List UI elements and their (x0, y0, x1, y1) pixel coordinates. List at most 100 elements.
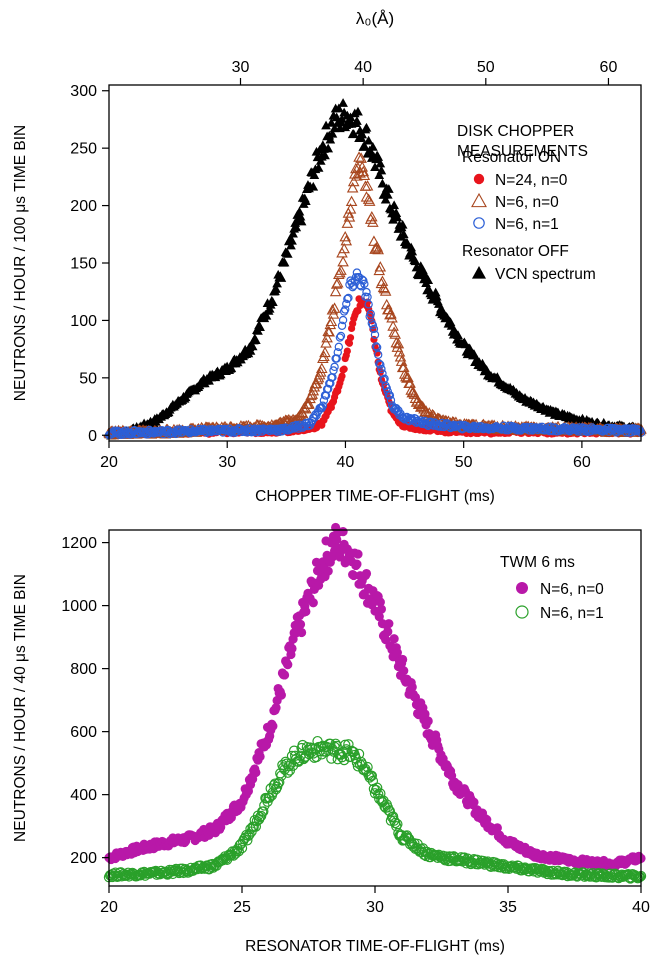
chopper-data-point (389, 200, 400, 210)
legend-group-resonator-on: Resonator ON (462, 149, 561, 166)
y-tick-label: 400 (70, 787, 97, 804)
chopper-data-point (386, 312, 398, 323)
chopper-data-point (385, 391, 395, 400)
x-tick-label: 25 (233, 899, 251, 916)
chopper-data-point (312, 411, 321, 420)
chopper-data-point (245, 345, 256, 355)
chopper-data-point (338, 242, 350, 254)
chopper-data-point (344, 203, 357, 214)
chopper-data-point (337, 321, 347, 330)
chopper-data-point (352, 116, 362, 125)
chopper-data-point (333, 348, 342, 357)
chopper-data-point (359, 140, 370, 150)
chopper-data-point (377, 178, 388, 188)
chopper-data-point (247, 341, 258, 351)
chopper-data-point (409, 392, 422, 403)
resonator-data-point (374, 612, 384, 622)
x-tick-label: 40 (632, 899, 650, 916)
chopper-data-point (369, 324, 379, 334)
chopper-data-point (338, 315, 348, 325)
chopper-data-point (344, 293, 353, 303)
chopper-data-point (282, 249, 293, 258)
chopper-data-point (276, 273, 287, 282)
resonator-data-point (420, 709, 430, 719)
chopper-data-point (361, 122, 372, 132)
chopper-top-ticks: 30 40 50 60 (232, 59, 617, 85)
x-tick-label: 60 (573, 454, 591, 471)
resonator-data-point (398, 654, 408, 665)
resonator-data-point (269, 778, 281, 789)
y-tick-label: 1200 (61, 535, 97, 552)
chopper-data-point (227, 428, 236, 437)
top-tick-label: 50 (477, 59, 495, 76)
chopper-data-point (375, 158, 386, 168)
chopper-data-point (382, 189, 393, 199)
chopper-data-point (368, 235, 380, 246)
chopper-data-point (288, 228, 298, 238)
y-tick-label: 0 (88, 428, 97, 445)
chopper-data-point (430, 287, 441, 297)
chopper-data-point (358, 275, 367, 284)
y-tick-label: 250 (70, 141, 97, 158)
chopper-data-point (342, 299, 351, 309)
chopper-data-point (366, 309, 375, 319)
resonator-data-point (276, 690, 286, 700)
resonator-data-point (567, 870, 579, 881)
y-tick-label: 300 (70, 83, 97, 100)
chopper-data-point (376, 360, 385, 369)
chopper-data-point (255, 322, 265, 332)
chopper-data-point (356, 161, 369, 172)
resonator-data-point (353, 748, 365, 760)
resonator-data-point (279, 670, 290, 680)
chopper-data-point (303, 398, 315, 409)
chopper-data-point (323, 384, 333, 394)
chopper-data-point (320, 150, 330, 160)
chopper-data-point (368, 142, 378, 151)
chopper-data-point (390, 336, 403, 348)
chopper-data-point (341, 217, 354, 228)
legend-header-line2: MEASUREMENTS (457, 143, 588, 160)
resonator-data-point (361, 568, 372, 579)
resonator-chart-data (103, 522, 647, 884)
y-tick-label: 800 (70, 661, 97, 678)
chopper-data-point (327, 308, 340, 319)
chopper-data-point (453, 330, 463, 340)
chopper-data-point (341, 305, 350, 314)
chopper-data-point (320, 337, 332, 348)
legend-entry-n24-n0: N=24, n=0 (495, 172, 568, 189)
chopper-data-point (272, 278, 282, 288)
chopper-data-point (423, 275, 434, 285)
resonator-legend-markers (515, 582, 529, 619)
y-tick-label: 600 (70, 724, 97, 741)
chopper-y-axis-label: NEUTRONS / HOUR / 100 μs TIME BIN (12, 125, 29, 402)
chopper-data-point (300, 196, 311, 206)
chopper-data-point (338, 98, 348, 107)
chopper-data-point (291, 222, 302, 232)
legend-marker (473, 217, 485, 229)
chopper-data-point (308, 181, 319, 191)
x-tick-label: 35 (499, 899, 517, 916)
chopper-data-point (407, 246, 418, 256)
chopper-data-point (398, 229, 409, 239)
chopper-data-point (581, 426, 590, 436)
chopper-data-point (360, 279, 369, 289)
resonator-data-point (336, 751, 348, 763)
chopper-data-point (378, 369, 387, 378)
top-tick-label: 30 (232, 59, 250, 76)
y-tick-label: 200 (70, 850, 97, 867)
legend-group-resonator-off: Resonator OFF (462, 243, 569, 260)
chopper-data-point (410, 256, 421, 266)
legend-marker (516, 582, 528, 594)
resonator-data-point (492, 823, 502, 833)
chopper-data-point (394, 351, 407, 362)
chopper-data-point (392, 337, 405, 349)
chopper-data-point (318, 401, 328, 410)
chopper-data-point (391, 208, 402, 218)
resonator-data-point (311, 751, 322, 763)
chopper-data-point (379, 285, 392, 296)
resonator-y-ticks: 200 400 600 800 1000 1200 (61, 535, 109, 867)
resonator-data-point (384, 619, 394, 629)
resonator-data-point (255, 751, 265, 762)
x-tick-label: 30 (218, 454, 236, 471)
